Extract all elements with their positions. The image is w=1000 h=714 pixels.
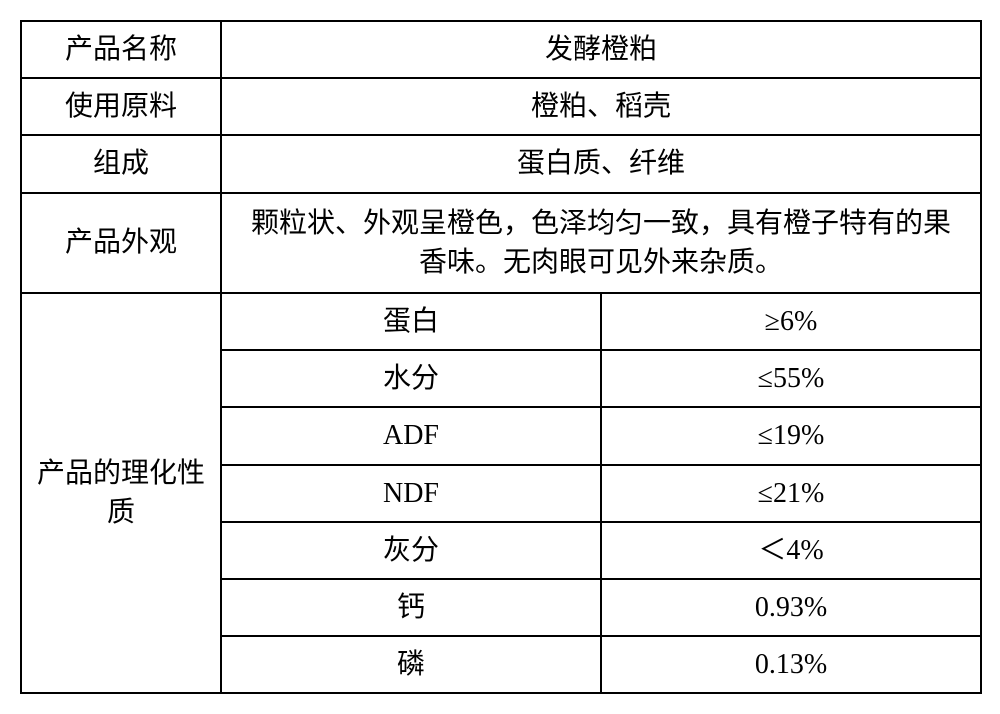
property-param: 磷 bbox=[221, 636, 601, 693]
product-name-value: 发酵橙粕 bbox=[221, 21, 981, 78]
property-value: ≤21% bbox=[601, 465, 981, 522]
product-name-label: 产品名称 bbox=[21, 21, 221, 78]
property-param: NDF bbox=[221, 465, 601, 522]
property-value: ≥6% bbox=[601, 293, 981, 350]
product-spec-table: 产品名称 发酵橙粕 使用原料 橙粕、稻壳 组成 蛋白质、纤维 产品外观 颗粒状、… bbox=[20, 20, 982, 694]
table-row: 产品名称 发酵橙粕 bbox=[21, 21, 981, 78]
property-value: ≤55% bbox=[601, 350, 981, 407]
property-value: ≤19% bbox=[601, 407, 981, 464]
property-value: ＜4% bbox=[601, 522, 981, 579]
property-param: ADF bbox=[221, 407, 601, 464]
appearance-value: 颗粒状、外观呈橙色，色泽均匀一致，具有橙子特有的果香味。无肉眼可见外来杂质。 bbox=[221, 193, 981, 293]
composition-label: 组成 bbox=[21, 135, 221, 192]
table-row: 产品外观 颗粒状、外观呈橙色，色泽均匀一致，具有橙子特有的果香味。无肉眼可见外来… bbox=[21, 193, 981, 293]
property-value: 0.13% bbox=[601, 636, 981, 693]
raw-materials-label: 使用原料 bbox=[21, 78, 221, 135]
table-row: 使用原料 橙粕、稻壳 bbox=[21, 78, 981, 135]
property-param: 水分 bbox=[221, 350, 601, 407]
appearance-label: 产品外观 bbox=[21, 193, 221, 293]
product-spec-table-container: 产品名称 发酵橙粕 使用原料 橙粕、稻壳 组成 蛋白质、纤维 产品外观 颗粒状、… bbox=[20, 20, 980, 694]
property-param: 灰分 bbox=[221, 522, 601, 579]
property-param: 钙 bbox=[221, 579, 601, 636]
property-value: 0.93% bbox=[601, 579, 981, 636]
composition-value: 蛋白质、纤维 bbox=[221, 135, 981, 192]
raw-materials-value: 橙粕、稻壳 bbox=[221, 78, 981, 135]
table-row: 产品的理化性质 蛋白 ≥6% bbox=[21, 293, 981, 350]
property-param: 蛋白 bbox=[221, 293, 601, 350]
properties-label: 产品的理化性质 bbox=[21, 293, 221, 693]
table-row: 组成 蛋白质、纤维 bbox=[21, 135, 981, 192]
